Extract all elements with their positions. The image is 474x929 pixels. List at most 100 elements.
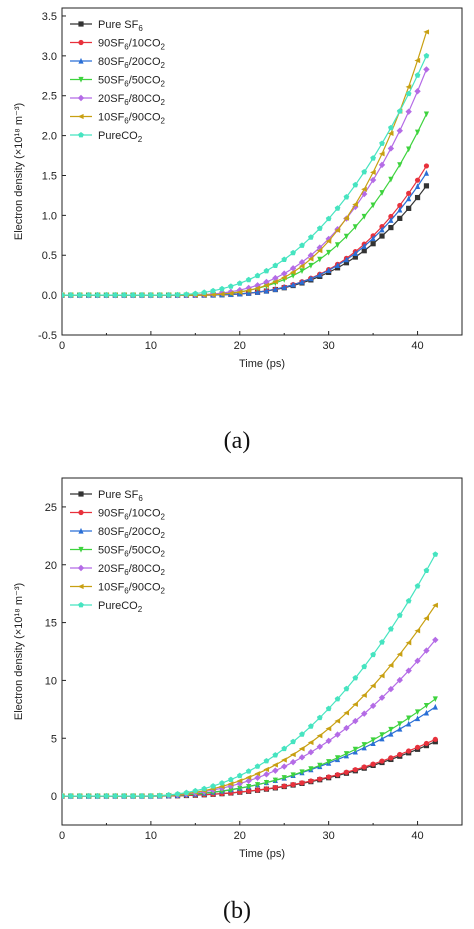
- data-point: [308, 262, 314, 269]
- legend-swatch-marker: [78, 57, 84, 64]
- legend-item: Pure SF6: [70, 489, 143, 503]
- data-point: [148, 292, 154, 298]
- data-point: [325, 705, 332, 712]
- data-point: [361, 186, 367, 192]
- data-point: [236, 772, 243, 779]
- data-point: [254, 782, 261, 788]
- data-point: [352, 717, 359, 725]
- legend-label: 90SF6/10CO2: [98, 508, 166, 522]
- data-point: [423, 66, 430, 73]
- data-point: [290, 738, 296, 745]
- data-point: [432, 703, 438, 710]
- data-point: [397, 725, 403, 732]
- data-point: [414, 657, 421, 665]
- data-point: [174, 790, 181, 797]
- data-point: [379, 140, 385, 146]
- data-point: [228, 283, 234, 289]
- data-point: [317, 762, 323, 769]
- legend-swatch-marker: [77, 113, 84, 120]
- data-point: [236, 778, 243, 784]
- data-point: [343, 685, 350, 692]
- legend-swatch-marker: [78, 21, 84, 27]
- legend-label: 20SF6/80CO2: [98, 563, 166, 577]
- y-tick-label: 25: [45, 502, 57, 514]
- data-point: [334, 772, 341, 778]
- data-point: [290, 781, 296, 788]
- legend-item: 90SF6/10CO2: [70, 38, 166, 52]
- legend-item: 10SF6/90CO2: [70, 582, 166, 596]
- data-point: [379, 732, 385, 738]
- data-point: [352, 675, 359, 681]
- data-point: [289, 265, 297, 272]
- data-point: [103, 292, 110, 298]
- data-point: [112, 292, 119, 298]
- x-tick-label: 10: [145, 340, 157, 352]
- data-point: [334, 755, 341, 761]
- data-point: [308, 778, 314, 784]
- legend-swatch-marker: [78, 39, 84, 46]
- data-point: [246, 783, 252, 790]
- y-tick-label: 0: [51, 791, 57, 803]
- plot-area: [62, 551, 439, 800]
- data-point: [308, 723, 314, 729]
- data-point: [192, 290, 199, 296]
- plot-area: [62, 29, 430, 299]
- data-point: [228, 776, 234, 783]
- legend-swatch-marker: [77, 94, 85, 102]
- data-point: [361, 168, 368, 175]
- data-point: [414, 744, 421, 750]
- data-point: [343, 710, 350, 716]
- data-point: [307, 749, 315, 756]
- data-point: [148, 792, 154, 799]
- data-point: [397, 206, 403, 213]
- legend-item: 90SF6/10CO2: [70, 508, 166, 522]
- data-point: [272, 286, 278, 292]
- data-point: [369, 702, 377, 710]
- data-point: [76, 292, 83, 298]
- data-point: [325, 238, 332, 244]
- data-point: [388, 217, 394, 223]
- data-point: [317, 271, 323, 278]
- data-point: [352, 254, 358, 260]
- data-point: [423, 29, 430, 35]
- data-point: [388, 755, 394, 761]
- legend-item: PureCO2: [70, 130, 143, 144]
- data-point: [76, 793, 83, 799]
- data-point: [334, 718, 341, 724]
- data-point: [387, 685, 395, 693]
- data-point: [236, 289, 243, 295]
- data-point: [298, 263, 305, 269]
- data-point: [370, 155, 376, 161]
- data-point: [316, 225, 323, 231]
- data-point: [68, 292, 74, 298]
- data-point: [343, 751, 350, 757]
- y-tick-label: 0.5: [42, 250, 57, 262]
- data-point: [210, 292, 216, 298]
- data-point: [325, 737, 332, 745]
- data-point: [227, 290, 234, 296]
- data-point: [388, 124, 394, 131]
- data-point: [130, 292, 136, 298]
- data-point: [94, 292, 101, 298]
- data-point: [325, 215, 332, 222]
- data-point: [139, 292, 145, 298]
- legend-swatch-marker: [78, 602, 84, 608]
- series-line: [62, 165, 427, 296]
- data-point: [343, 256, 350, 263]
- data-point: [245, 774, 252, 781]
- data-point: [299, 242, 305, 248]
- data-point: [397, 202, 403, 209]
- data-point: [396, 108, 403, 114]
- data-point: [352, 181, 359, 188]
- data-point: [432, 696, 438, 703]
- data-point: [432, 636, 439, 644]
- data-point: [414, 72, 421, 78]
- data-point: [343, 194, 350, 200]
- data-point: [192, 787, 199, 794]
- data-point: [62, 793, 65, 799]
- data-point: [423, 567, 430, 573]
- data-point: [414, 183, 421, 189]
- data-point: [298, 746, 305, 752]
- x-tick-label: 40: [411, 830, 423, 842]
- data-point: [334, 242, 341, 248]
